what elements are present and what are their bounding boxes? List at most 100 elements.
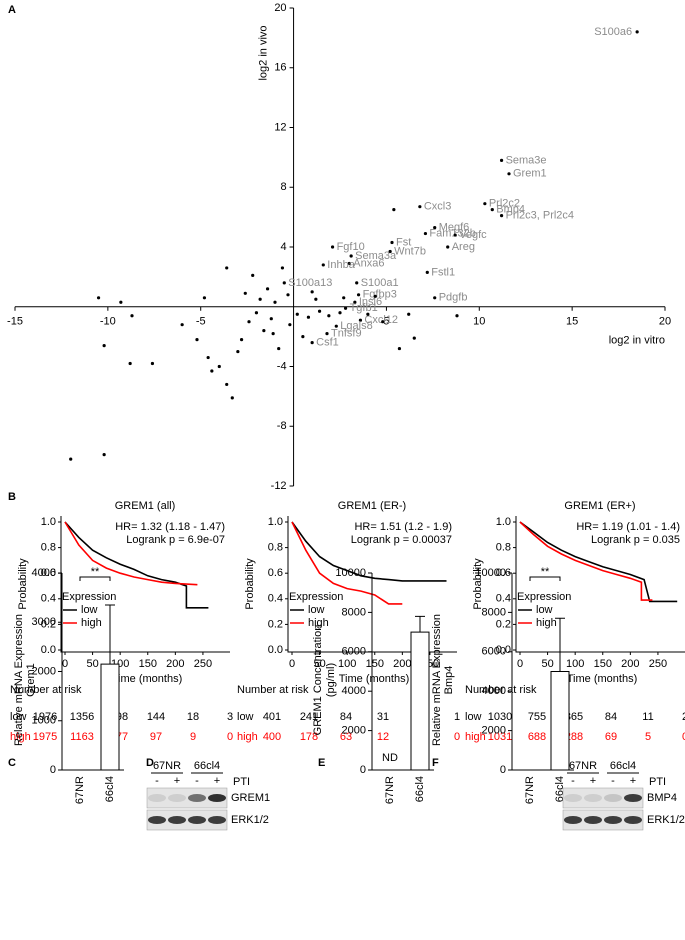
point — [262, 329, 266, 333]
y-tick-label: 4000 — [32, 567, 56, 579]
risk-value: 0 — [454, 731, 460, 743]
point-label: Tnfsf9 — [331, 328, 362, 340]
point-label: Csf1 — [316, 337, 339, 349]
blot-band — [168, 794, 186, 802]
risk-table-title: Number at risk — [237, 684, 309, 696]
risk-row-label: low — [237, 711, 254, 723]
point — [353, 300, 357, 304]
risk-value: 3 — [227, 711, 233, 723]
x-tick-label: 200 — [621, 658, 639, 670]
point — [349, 254, 353, 258]
blot-band — [584, 816, 602, 824]
x-axis-title: log2 in vitro — [609, 335, 665, 347]
y-axis-title: Probability — [244, 558, 256, 610]
significance: ** — [91, 566, 100, 578]
point — [455, 314, 459, 318]
survival-curve — [64, 521, 209, 609]
y-tick-label: 0.2 — [41, 618, 56, 630]
risk-value: 178 — [300, 731, 318, 743]
band-label: GREM1 — [231, 792, 270, 804]
x-tick-label: 150 — [366, 658, 384, 670]
point-label: Prl2c2 — [489, 198, 520, 210]
y-axis-title: log2 in vivo — [257, 25, 269, 80]
axes — [287, 516, 457, 653]
blot-band — [604, 816, 622, 824]
point-label: Inhba — [327, 259, 355, 271]
point — [330, 245, 335, 249]
risk-table-title: Number at risk — [10, 684, 82, 696]
point — [210, 369, 214, 373]
point — [347, 261, 351, 266]
point-label: Cxcl12 — [364, 314, 398, 326]
survival-curve — [519, 521, 678, 603]
lane-label: + — [630, 775, 636, 787]
blot-band — [584, 794, 602, 802]
x-tick-label: -15 — [7, 316, 23, 328]
risk-value: 1031 — [488, 731, 512, 743]
significance-bracket — [79, 576, 111, 581]
y-tick-label: 12 — [274, 121, 286, 133]
risk-value: 1356 — [70, 711, 94, 723]
point-label: Grem1 — [513, 168, 547, 180]
point — [381, 320, 385, 324]
band-label: ERK1/2 — [647, 814, 685, 826]
y-tick-label: -4 — [277, 360, 287, 372]
legend-label: high — [81, 617, 102, 629]
lane-label: - — [571, 775, 575, 787]
point — [433, 225, 437, 230]
y-axis-title: Grem1 — [25, 663, 37, 697]
y-tick-label: 20 — [274, 2, 286, 14]
y-tick-label: 8000 — [342, 606, 366, 618]
y-tick-label: 4 — [280, 241, 286, 253]
blot-band — [188, 816, 206, 824]
point — [202, 296, 207, 300]
point — [128, 361, 132, 366]
point — [301, 335, 305, 339]
point — [247, 320, 251, 324]
point — [407, 312, 411, 316]
y-tick-label: 0.6 — [496, 567, 511, 579]
point — [102, 453, 106, 457]
x-tick-label: 10 — [473, 316, 485, 328]
point — [269, 317, 273, 321]
point-label: Fstl1 — [431, 266, 455, 278]
point — [483, 202, 487, 206]
point-label: Sema3e — [506, 154, 547, 166]
legend-label: low — [308, 604, 325, 616]
panel-label: A — [8, 4, 16, 16]
point — [453, 233, 457, 237]
y-tick-label: 2000 — [482, 725, 506, 737]
y-tick-label: 10000 — [335, 567, 366, 579]
treatment-label: PTI — [233, 776, 250, 788]
point — [390, 240, 394, 245]
y-tick-label: 0 — [50, 764, 56, 776]
x-tick-label: 150 — [139, 658, 157, 670]
point-label: S100a13 — [288, 277, 332, 289]
point-label: Prl2c3, Prl2c4 — [506, 210, 574, 222]
point — [282, 281, 286, 285]
band-label: BMP4 — [647, 792, 677, 804]
y-tick-label: 3000 — [32, 616, 56, 628]
point — [314, 297, 318, 301]
point — [321, 263, 325, 267]
point — [206, 355, 210, 360]
x-tick-label: 66cl4 — [104, 776, 116, 802]
x-tick-label: 15 — [566, 316, 578, 328]
risk-row-label: low — [10, 711, 27, 723]
point — [433, 296, 437, 300]
x-tick-label: 50 — [313, 658, 325, 670]
point — [251, 273, 255, 277]
point — [499, 158, 504, 162]
legend-label: high — [308, 617, 329, 629]
error-bar — [105, 604, 115, 665]
point-label: S100a1 — [361, 277, 399, 289]
legend-title: Expression — [517, 591, 571, 603]
chart-title: GREM1 (ER-) — [338, 500, 406, 512]
risk-value: 5 — [645, 731, 651, 743]
bar — [410, 631, 430, 771]
point — [271, 332, 275, 336]
point — [310, 341, 314, 345]
x-tick-label: 67NR — [524, 776, 536, 804]
point — [388, 249, 392, 254]
point — [286, 293, 290, 297]
